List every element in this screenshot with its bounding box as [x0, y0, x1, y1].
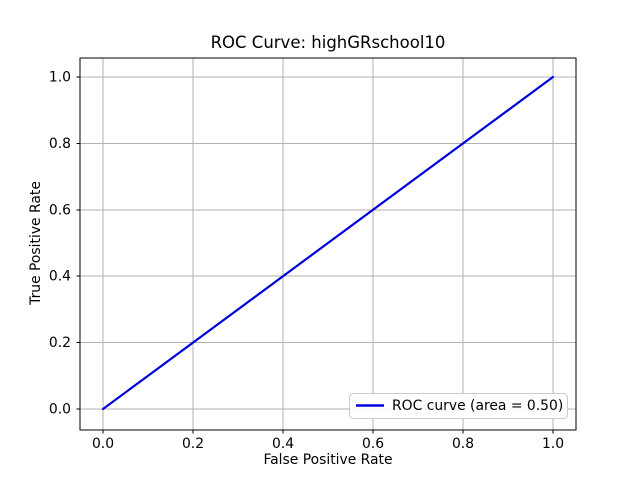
x-tick-label: 0.8	[452, 436, 474, 452]
roc-curve-line	[101, 75, 555, 411]
y-tick-label: 0.4	[49, 269, 71, 285]
legend-box	[349, 393, 568, 419]
x-tick-label: 1.0	[542, 436, 564, 452]
legend-label: ROC curve (area = 0.50)	[392, 398, 563, 414]
axes-spines	[79, 57, 577, 431]
x-axis-label: False Positive Rate	[263, 452, 393, 468]
x-tick-label: 0.0	[92, 436, 114, 452]
y-tick-label: 0.0	[49, 402, 71, 418]
y-tick-label: 1.0	[49, 70, 71, 86]
y-axis-label: True Positive Rate	[28, 181, 44, 305]
y-tick-label: 0.8	[49, 136, 71, 152]
y-tick-label: 0.2	[49, 335, 71, 351]
y-tick-label: 0.6	[49, 202, 71, 218]
x-tick-label: 0.6	[362, 436, 384, 452]
x-tick-label: 0.2	[182, 436, 204, 452]
x-tick-label: 0.4	[272, 436, 294, 452]
chart-title: ROC Curve: highGRschool10	[210, 33, 446, 52]
